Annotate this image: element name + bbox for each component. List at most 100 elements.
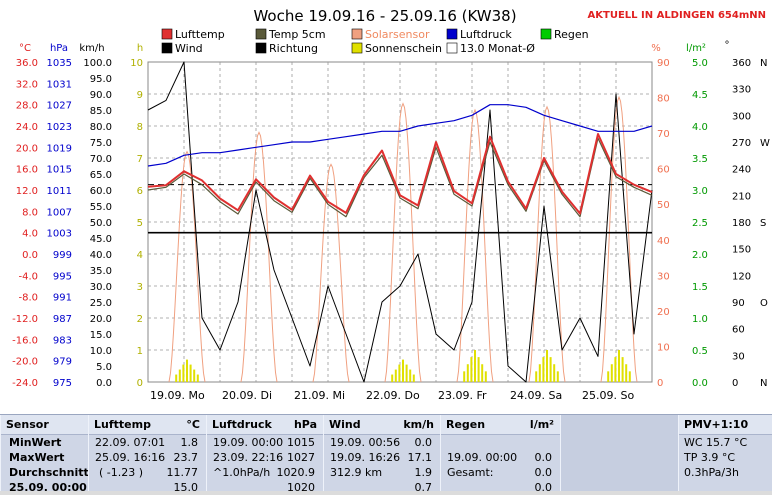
- wind-avg-val: 1.9: [414, 466, 433, 479]
- sun-bar-5-2: [542, 357, 545, 382]
- tick-kmh-14: 30.0: [90, 282, 112, 293]
- tick-deg-4: 240: [732, 165, 751, 176]
- tick-celsius-11: -8.0: [18, 293, 38, 304]
- lufttemp-max-time: 25.09. 16:16: [95, 451, 166, 464]
- regen-avg-note: Gesamt:: [447, 466, 494, 479]
- tick-deg-2: 300: [732, 111, 751, 122]
- tick-hpa-5: 1015: [47, 165, 72, 176]
- tick-rain-8: 1.0: [692, 314, 708, 325]
- legend-swatch-wind: [161, 42, 173, 54]
- tick-kmh-12: 40.0: [90, 250, 112, 261]
- tick-hpa-9: 999: [53, 250, 72, 261]
- sun-bar-0-0: [175, 374, 178, 382]
- tick-celsius-5: 16.0: [16, 165, 38, 176]
- stats-sensor-head: Sensor: [1, 415, 88, 435]
- sun-bar-5-0: [535, 371, 538, 382]
- tick-kmh-0: 100.0: [83, 58, 112, 69]
- sun-bar-5-4: [549, 357, 552, 382]
- tick-celsius-10: -4.0: [18, 271, 38, 282]
- sun-bar-3-2: [398, 364, 401, 382]
- stats-col-pmv: PMV+1:10 WC 15.7 °C TP 3.9 °C 0.3hPa/3h: [678, 415, 772, 491]
- tick-dirname-0: N: [760, 58, 767, 69]
- tick-rain-1: 4.5: [692, 90, 708, 101]
- tick-dirname-9: O: [760, 298, 768, 309]
- tick-hours-10: 0: [137, 378, 143, 389]
- tick-kmh-13: 35.0: [90, 266, 112, 277]
- stats-col-luftdruck: Luftdruck hPa 19.09. 00:00 1015 23.09. 22:…: [206, 415, 323, 494]
- lufttemp-avg-note: ( -1.23 ): [99, 466, 144, 479]
- chart-title: Woche 19.09.16 - 25.09.16 (KW38): [253, 7, 516, 25]
- legend-label-wind: Wind: [175, 42, 203, 55]
- sun-bar-4-1: [466, 364, 469, 382]
- tick-kmh-1: 95.0: [90, 74, 112, 85]
- tick-hpa-8: 1003: [47, 229, 72, 240]
- regen-head: Regen: [446, 418, 486, 431]
- tick-rain-5: 2.5: [692, 218, 708, 229]
- tick-kmh-19: 5.0: [96, 362, 112, 373]
- unit-percent: %: [651, 43, 661, 54]
- tick-percent-0: 90: [657, 58, 670, 69]
- day-labels: 19.09. Mo 20.09. Di 21.09. Mi 22.09. Do 23.0…: [150, 389, 634, 402]
- tick-dirname-6: S: [760, 218, 766, 229]
- solar-curve-4: [456, 108, 494, 383]
- wind-max-time: 19.09. 16:26: [330, 451, 401, 464]
- unit-hpa: hPa: [50, 43, 68, 54]
- tick-dirname-12: N: [760, 378, 767, 389]
- sun-bar-5-1: [538, 364, 541, 382]
- tick-hpa-1: 1031: [47, 79, 72, 90]
- tick-hpa-11: 991: [53, 293, 72, 304]
- sun-bar-4-2: [470, 357, 473, 382]
- tick-kmh-2: 90.0: [90, 90, 112, 101]
- regen-max-time: 19.09. 00:00: [447, 451, 518, 464]
- stats-col-wind: Wind km/h 19.09. 00:56 0.0 19.09. 16:26 17.…: [323, 415, 440, 494]
- sun-bar-5-5: [553, 364, 556, 382]
- tick-deg-1: 330: [732, 85, 751, 96]
- tick-hpa-12: 987: [53, 314, 72, 325]
- regen-unit: l/m²: [529, 418, 554, 431]
- unit-hours: h: [137, 43, 143, 54]
- legend: Lufttemp Temp 5cm Solarsensor Luftdruck Rege…: [161, 28, 589, 55]
- tick-celsius-0: 36.0: [16, 58, 38, 69]
- tick-hpa-4: 1019: [47, 143, 72, 154]
- tick-kmh-6: 70.0: [90, 154, 112, 165]
- day-label-0: 19.09. Mo: [150, 389, 205, 402]
- solar-curve-1: [240, 131, 278, 383]
- stats-col-sensor: Sensor MinWert MaxWert Durchschnitt 25.0…: [0, 415, 89, 494]
- stats-max-label: MaxWert: [9, 451, 65, 464]
- tick-celsius-4: 20.0: [16, 143, 38, 154]
- sun-bar-0-5: [193, 369, 196, 382]
- tick-rain-3: 3.5: [692, 154, 708, 165]
- luftdruck-min-time: 19.09. 00:00: [213, 436, 284, 449]
- solar-curve-2: [312, 163, 350, 383]
- sun-bar-3-4: [405, 364, 408, 382]
- tick-rain-6: 2.0: [692, 250, 708, 261]
- luftdruck-extra: 1020: [287, 481, 315, 494]
- stats-avg-label: Durchschnitt: [9, 466, 89, 479]
- sun-bar-6-6: [628, 371, 631, 382]
- series-wind: [147, 61, 653, 383]
- legend-swatch-richtung: [255, 42, 267, 54]
- legend-label-luftdruck: Luftdruck: [460, 28, 512, 41]
- luftdruck-max-time: 23.09. 22:16: [213, 451, 284, 464]
- tick-hours-1: 9: [137, 90, 143, 101]
- tick-celsius-8: 4.0: [22, 229, 38, 240]
- day-label-3: 22.09. Do: [366, 389, 420, 402]
- tick-deg-3: 270: [732, 138, 751, 149]
- tick-deg-6: 180: [732, 218, 751, 229]
- wind-head: Wind: [329, 418, 361, 431]
- tick-hours-3: 7: [137, 154, 143, 165]
- legend-swatch-solar: [351, 28, 363, 40]
- wind-unit: km/h: [403, 418, 434, 431]
- legend-label-monat: 13.0 Monat-Ø: [460, 42, 535, 55]
- tick-hours-4: 6: [137, 186, 143, 197]
- sun-bar-6-3: [618, 350, 620, 382]
- tick-percent-8: 10: [657, 342, 670, 353]
- series-luftdruck: [147, 104, 653, 167]
- sun-bar-6-2: [614, 357, 617, 382]
- tick-deg-12: 0: [732, 378, 738, 389]
- tick-deg-5: 210: [732, 191, 751, 202]
- stats-col-regen: Regen l/m² 19.09. 00:00 0.0 Gesamt: 0.0 0.0: [440, 415, 560, 494]
- tick-celsius-2: 28.0: [16, 101, 38, 112]
- wind-min-val: 0.0: [414, 436, 433, 449]
- legend-label-regen: Regen: [554, 28, 589, 41]
